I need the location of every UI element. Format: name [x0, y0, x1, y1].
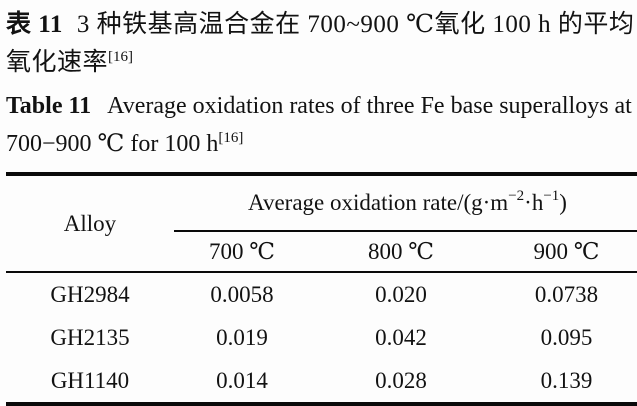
table-caption-zh-label: 表 11 — [6, 11, 63, 38]
table-caption-zh-citation: [16] — [108, 49, 134, 65]
value-cell-900c: 0.095 — [540, 324, 593, 350]
table-caption-en-text: Average oxidation rates of three Fe base… — [6, 93, 632, 157]
unit-text-main: Average oxidation rate/(g·m — [248, 190, 509, 215]
table-header-row-group: Alloy Average oxidation rate/(g·m−2·h−1) — [6, 174, 637, 273]
unit-text-mid: ·h — [524, 190, 544, 215]
value-cell-900c: 0.139 — [540, 367, 593, 393]
value-cell-800c: 0.020 — [375, 281, 427, 307]
column-header-900c: 900 ℃ — [492, 231, 637, 273]
table-caption-zh-text: 3 种铁基高温合金在 700~900 ℃氧化 100 h 的平均氧化速率 — [6, 11, 635, 76]
value-cell-700c: 0.014 — [216, 367, 268, 393]
value-cell-700c: 0.0058 — [210, 281, 274, 307]
table-caption-zh: 表 11 3 种铁基高温合金在 700~900 ℃氧化 100 h 的平均氧化速率… — [6, 6, 635, 82]
alloy-cell: GH2984 — [50, 281, 130, 307]
table-caption-en-citation: [16] — [218, 130, 244, 146]
value-cell-800c: 0.042 — [375, 324, 427, 350]
table-row: GH1140 0.014 0.028 0.139 — [6, 359, 637, 404]
unit-exponent-m: −2 — [508, 188, 525, 204]
value-cell-900c: 0.0738 — [534, 281, 599, 307]
table-caption-en-label: Table 11 — [6, 93, 92, 119]
column-header-800c: 800 ℃ — [310, 231, 492, 273]
column-header-alloy: Alloy — [6, 174, 174, 273]
column-group-header-unit: Average oxidation rate/(g·m−2·h−1) — [174, 174, 637, 232]
table-header-row-temps: 700 ℃ 800 ℃ 900 ℃ — [6, 231, 637, 273]
value-cell-700c: 0.019 — [216, 324, 268, 350]
alloy-cell: GH1140 — [50, 367, 130, 393]
table-caption-en: Table 11 Average oxidation rates of three… — [6, 87, 635, 163]
value-cell-800c: 0.028 — [375, 367, 427, 393]
table-row: GH2135 0.019 0.042 0.095 — [6, 316, 637, 359]
unit-exponent-h: −1 — [543, 188, 560, 204]
unit-text-end: ) — [559, 190, 567, 215]
alloy-cell: GH2135 — [50, 324, 130, 350]
oxidation-rate-table: Alloy Average oxidation rate/(g·m−2·h−1)… — [6, 172, 637, 406]
table-row: GH2984 0.0058 0.020 0.0738 — [6, 272, 637, 316]
column-header-700c: 700 ℃ — [174, 231, 310, 273]
